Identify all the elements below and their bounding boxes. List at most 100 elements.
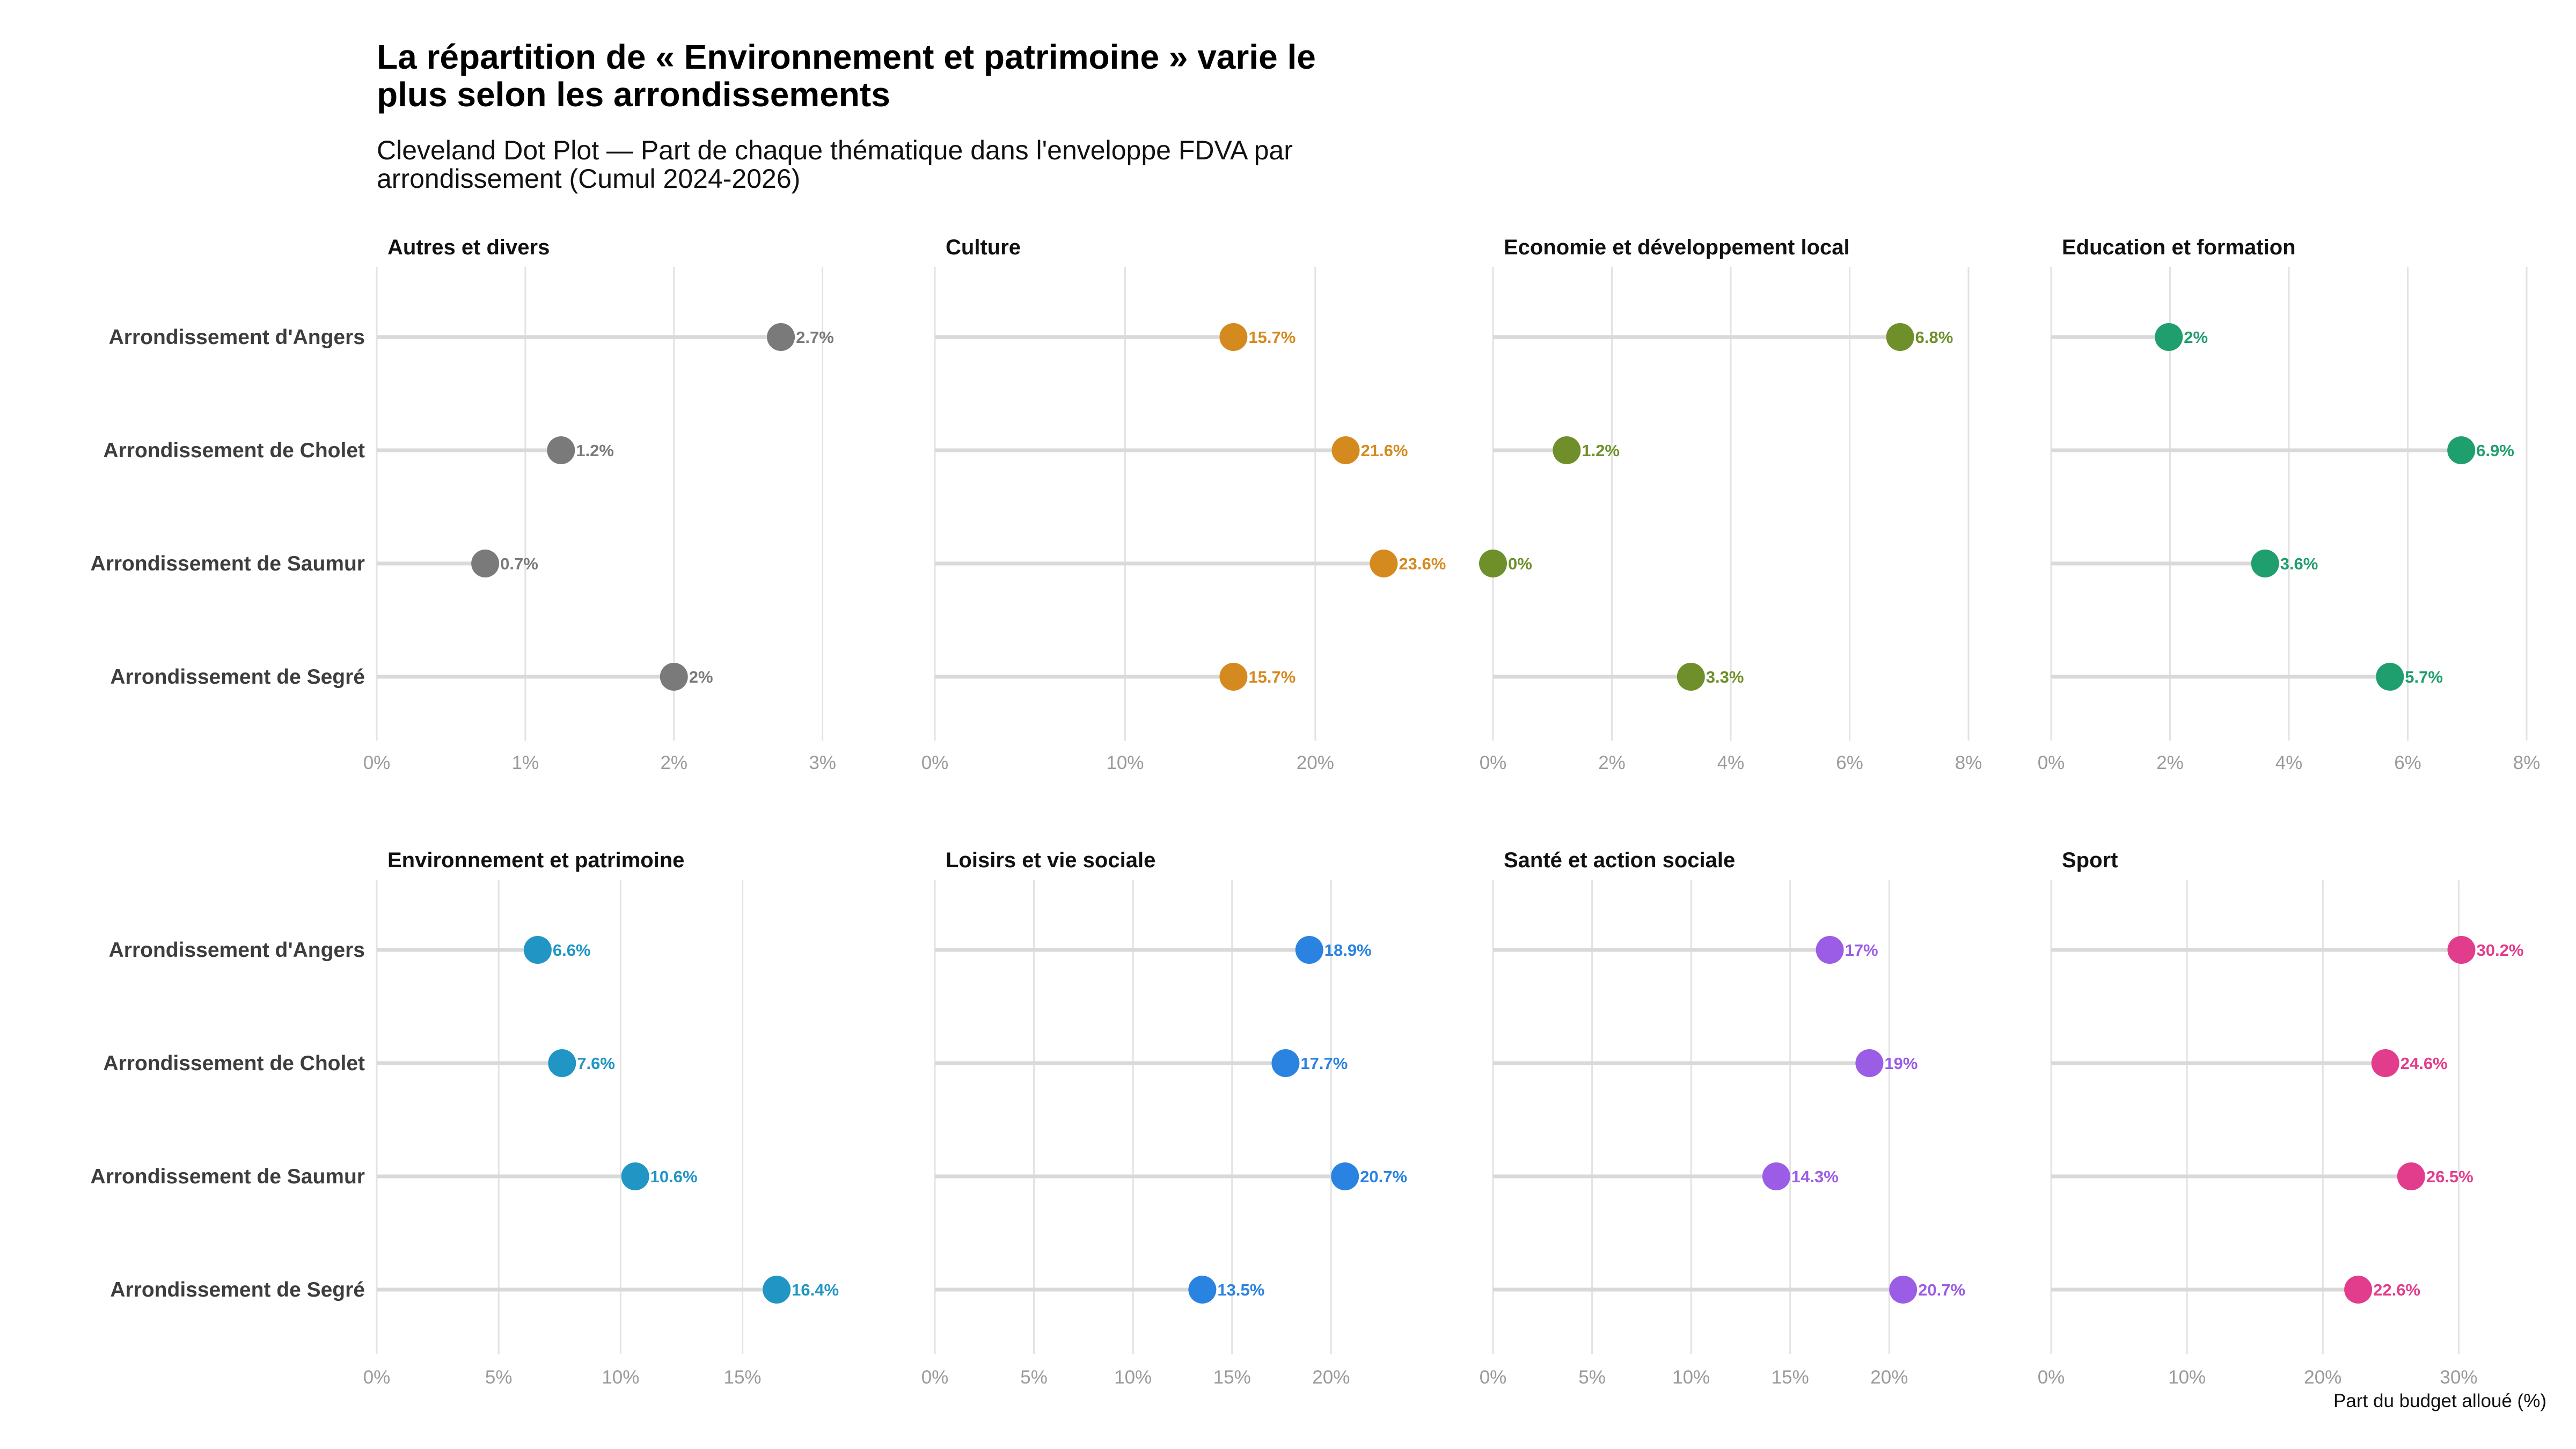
data-label: 17% [1845,941,1878,960]
data-label: 18.9% [1324,941,1372,960]
data-dot [1296,936,1323,964]
data-dot [548,1049,576,1077]
data-dot [1889,1276,1917,1304]
data-dot [1553,436,1580,464]
data-dot [1886,323,1914,351]
data-label: 3.3% [1706,668,1744,686]
data-label: 6.9% [2476,441,2514,460]
data-label: 20.7% [1360,1167,1407,1186]
data-dot [621,1162,649,1190]
data-dot [660,663,688,691]
x-tick-label: 15% [724,1367,762,1388]
data-label: 1.2% [1582,441,1620,460]
data-dot [547,436,575,464]
data-dot [1370,550,1397,577]
data-label: 0% [1508,554,1532,573]
y-category-label: Arrondissement de Cholet [103,1052,365,1075]
facet-title: Culture [946,236,1021,259]
data-label: 5.7% [2405,668,2443,686]
chart-subtitle-line-1: Cleveland Dot Plot — Part de chaque thém… [377,135,1293,165]
x-tick-label: 0% [363,1367,391,1388]
data-dot [1855,1049,1883,1077]
x-tick-label: 3% [809,752,836,773]
data-label: 20.7% [1918,1280,1965,1299]
chart-subtitle-line-2: arrondissement (Cumul 2024-2026) [377,164,800,194]
data-label: 19% [1884,1054,1918,1073]
data-dot [2155,323,2183,351]
x-tick-label: 10% [2168,1367,2206,1388]
x-tick-label: 10% [1672,1367,1710,1388]
data-dot [1219,323,1247,351]
data-dot [1677,663,1705,691]
data-dot [1762,1162,1790,1190]
data-dot [471,550,499,577]
x-tick-label: 6% [1836,752,1863,773]
data-label: 15.7% [1248,668,1296,686]
data-label: 7.6% [577,1054,615,1073]
data-dot [2397,1162,2425,1190]
x-tick-label: 10% [1106,752,1144,773]
data-label: 26.5% [2426,1167,2473,1186]
data-label: 21.6% [1361,441,1408,460]
data-label: 3.6% [2280,554,2318,573]
data-dot [1479,550,1507,577]
data-label: 10.6% [650,1167,698,1186]
data-label: 6.6% [553,941,591,960]
x-tick-label: 5% [1578,1367,1606,1388]
facet-title: Santé et action sociale [1504,848,1735,872]
x-tick-label: 10% [602,1367,639,1388]
facet-title: Economie et développement local [1504,236,1850,259]
x-tick-label: 2% [2156,752,2184,773]
facet-title: Loisirs et vie sociale [946,848,1155,872]
x-axis-label: Part du budget alloué (%) [2333,1391,2546,1411]
data-label: 17.7% [1300,1054,1348,1073]
data-dot [2447,936,2475,964]
data-label: 13.5% [1217,1280,1264,1299]
chart-title-line-1: La répartition de « Environnement et pat… [377,38,1316,76]
data-dot [1816,936,1844,964]
x-tick-label: 5% [1020,1367,1048,1388]
x-tick-label: 6% [2394,752,2421,773]
data-label: 0.7% [500,554,538,573]
x-tick-label: 4% [2275,752,2303,773]
y-category-label: Arrondissement de Segré [110,665,365,689]
x-tick-label: 0% [921,752,949,773]
x-tick-label: 5% [485,1367,513,1388]
data-dot [2447,436,2475,464]
data-label: 6.8% [1915,328,1953,347]
data-dot [524,936,552,964]
x-tick-label: 0% [2038,752,2065,773]
x-tick-label: 20% [1297,752,1334,773]
x-tick-label: 10% [1114,1367,1152,1388]
data-label: 15.7% [1248,328,1296,347]
x-tick-label: 20% [1870,1367,1908,1388]
x-tick-label: 0% [1480,752,1507,773]
facet-title: Environnement et patrimoine [387,848,684,872]
data-dot [2372,1049,2399,1077]
data-label: 1.2% [576,441,614,460]
chart-title-line-2: plus selon les arrondissements [377,75,890,114]
x-tick-label: 20% [2304,1367,2341,1388]
x-tick-label: 2% [660,752,687,773]
data-label: 2% [689,668,713,686]
x-tick-label: 8% [2513,752,2541,773]
x-tick-label: 15% [1772,1367,1809,1388]
data-dot [1332,436,1360,464]
y-category-label: Arrondissement d'Angers [109,939,365,962]
x-tick-label: 2% [1598,752,1626,773]
x-tick-label: 1% [512,752,539,773]
x-tick-label: 0% [921,1367,949,1388]
x-tick-label: 0% [1480,1367,1507,1388]
data-label: 23.6% [1399,554,1446,573]
y-category-label: Arrondissement d'Angers [109,326,365,349]
x-tick-label: 30% [2440,1367,2477,1388]
data-dot [1271,1049,1299,1077]
facet-title: Sport [2062,848,2118,872]
data-label: 16.4% [792,1280,839,1299]
data-dot [1188,1276,1216,1304]
data-dot [1219,663,1247,691]
y-category-label: Arrondissement de Saumur [91,552,365,575]
y-category-label: Arrondissement de Segré [110,1278,365,1301]
data-dot [767,323,795,351]
data-dot [1331,1162,1359,1190]
